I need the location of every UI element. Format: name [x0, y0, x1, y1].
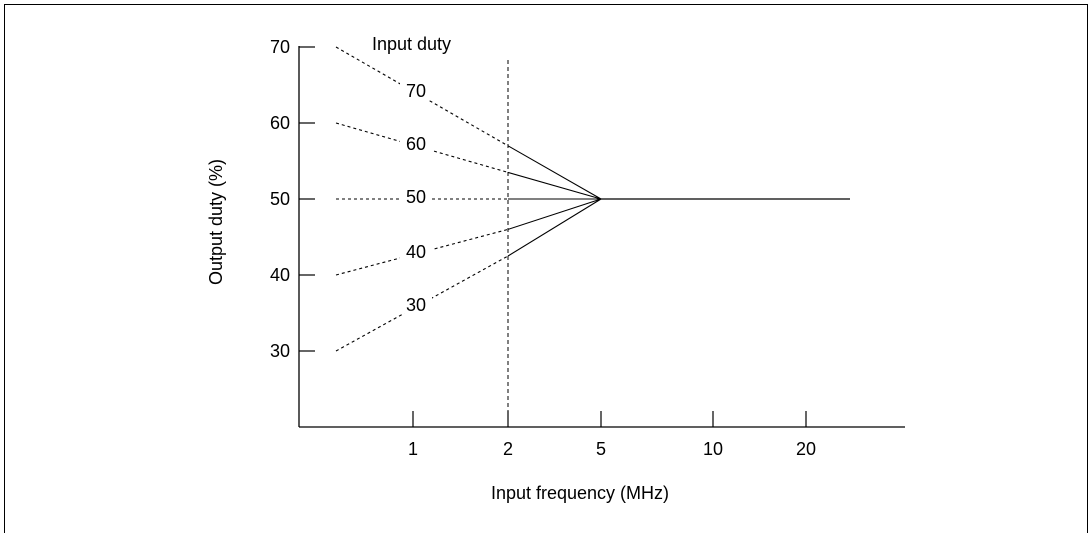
legend-title: Input duty: [372, 34, 451, 54]
series-label-bg-70: [400, 79, 432, 100]
series-label-30: 30: [406, 295, 426, 315]
axes: [298, 46, 905, 428]
y-tick-label-60: 60: [270, 113, 290, 133]
series-label-bg-30: [400, 293, 432, 314]
series-70-solid: [507, 145, 602, 200]
series-60-solid: [507, 171, 602, 200]
y-axis-label: Output duty (%): [206, 159, 226, 285]
y-tick-label-70: 70: [270, 37, 290, 57]
x-tick-label-10: 10: [703, 439, 723, 459]
x-tick-label-5: 5: [596, 439, 606, 459]
y-tick-label-50: 50: [270, 189, 290, 209]
series-label-70: 70: [406, 81, 426, 101]
series-label-40: 40: [406, 242, 426, 262]
figure-frame: [4, 4, 1088, 533]
series-30-solid: [507, 198, 602, 257]
x-tick-label-20: 20: [796, 439, 816, 459]
series-40-solid: [507, 198, 602, 230]
y-tick-label-30: 30: [270, 341, 290, 361]
series-label-50: 50: [406, 187, 426, 207]
y-tick-label-40: 40: [270, 265, 290, 285]
series-label-bg-60: [400, 132, 432, 153]
series-label-bg-50: [400, 186, 432, 206]
series-label-bg-40: [400, 240, 432, 261]
series-label-60: 60: [406, 134, 426, 154]
x-axis-label: Input frequency (MHz): [491, 483, 669, 503]
x-tick-label-1: 1: [408, 439, 418, 459]
x-tick-label-2: 2: [503, 439, 513, 459]
